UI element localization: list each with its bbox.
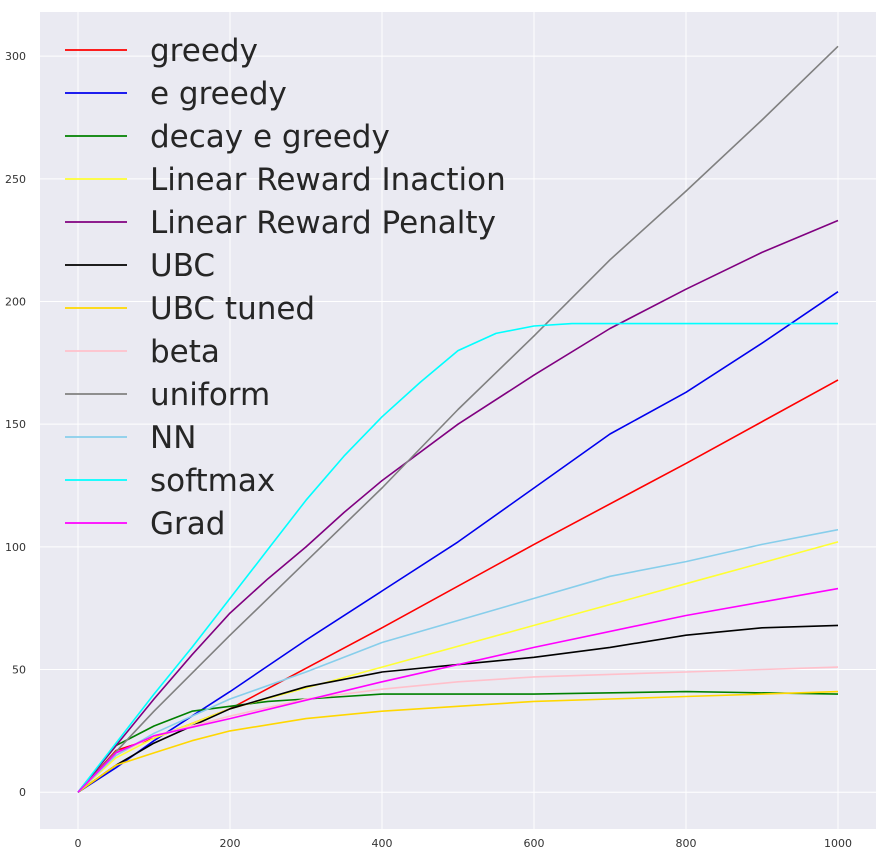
series-line-linear-reward-penalty: [77, 219, 839, 793]
series-line-ubc-tuned: [77, 690, 839, 793]
legend-label: Linear Reward Penalty: [150, 205, 496, 241]
series-line-nn: [77, 528, 839, 793]
legend-label: uniform: [150, 377, 270, 413]
y-tick-label: 50: [12, 664, 26, 677]
legend-label: UBC tuned: [150, 291, 315, 327]
legend-label: softmax: [150, 463, 275, 499]
series-line-softmax: [77, 322, 838, 793]
y-tick-label: 150: [5, 418, 26, 431]
series-lines: [77, 45, 839, 793]
y-tick-label: 0: [19, 786, 26, 799]
y-axis: 0 50 100 150 200 250 300: [5, 50, 26, 799]
x-tick-label: 400: [372, 837, 393, 850]
legend-label: beta: [150, 334, 220, 370]
series-line-linear-reward-inaction: [77, 541, 839, 793]
legend: greedy e greedy decay e greedy Linear Rewar…: [65, 33, 506, 542]
series-line-grad: [77, 587, 839, 793]
x-tick-label: 800: [676, 837, 697, 850]
legend-label: UBC: [150, 248, 215, 284]
legend-label: NN: [150, 420, 196, 456]
legend-label: e greedy: [150, 76, 287, 112]
y-tick-label: 100: [5, 541, 26, 554]
legend-label: decay e greedy: [150, 119, 390, 155]
y-tick-label: 200: [5, 296, 26, 309]
legend-label: Linear Reward Inaction: [150, 162, 506, 198]
legend-label: Grad: [150, 506, 225, 542]
x-tick-label: 200: [220, 837, 241, 850]
series-line-uniform: [77, 45, 839, 793]
y-tick-label: 250: [5, 173, 26, 186]
series-line-greedy: [77, 379, 839, 793]
x-tick-label: 0: [75, 837, 82, 850]
series-line-e-greedy: [77, 291, 839, 793]
y-tick-label: 300: [5, 50, 26, 63]
series-line-decay-e-greedy: [77, 690, 839, 793]
x-axis: 0 200 400 600 800 1000: [75, 837, 853, 850]
x-tick-label: 600: [524, 837, 545, 850]
x-tick-label: 1000: [824, 837, 852, 850]
legend-label: greedy: [150, 33, 258, 69]
series-line-ubc: [77, 624, 839, 793]
